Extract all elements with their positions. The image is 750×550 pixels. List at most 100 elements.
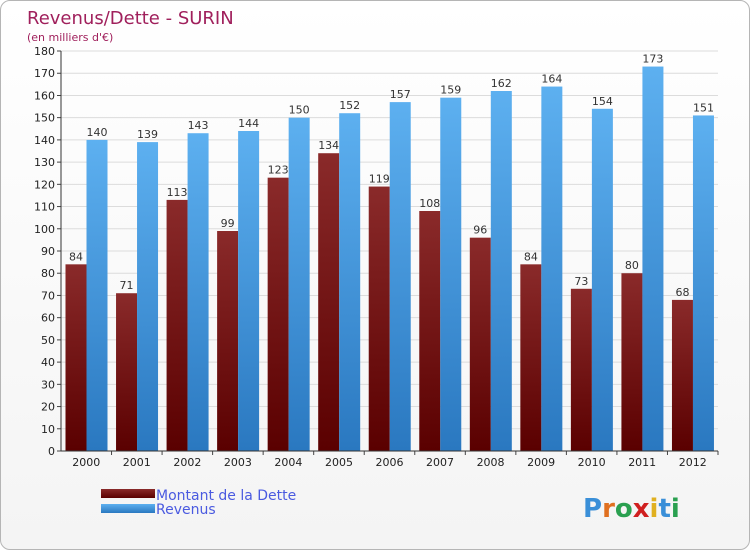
data-label: 113	[167, 186, 188, 199]
bar-dette	[116, 293, 138, 451]
bar-revenus	[288, 117, 310, 452]
chart-subtitle: (en milliers d'€)	[27, 31, 113, 44]
y-tick-label: 100	[34, 223, 55, 236]
data-label: 143	[188, 119, 209, 132]
bar-dette	[368, 186, 390, 452]
x-tick-label: 2004	[274, 456, 302, 469]
data-label: 173	[642, 53, 663, 66]
x-tick-label: 2011	[628, 456, 656, 469]
x-tick-label: 2000	[72, 456, 100, 469]
data-label: 123	[268, 164, 289, 177]
x-tick-label: 2012	[679, 456, 707, 469]
legend-label-revenus: Revenus	[156, 502, 216, 518]
legend-label-debt: Montant de la Dette	[156, 488, 296, 504]
data-label: 119	[369, 173, 390, 186]
data-label: 73	[574, 275, 588, 288]
logo-text: Proxiti	[583, 494, 680, 524]
x-tick-label: 2003	[224, 456, 252, 469]
data-label: 108	[419, 197, 440, 210]
data-label: 157	[390, 88, 411, 101]
y-tick-label: 90	[41, 245, 55, 258]
data-label: 139	[137, 128, 158, 141]
y-tick-label: 10	[41, 423, 55, 436]
bar-revenus	[187, 133, 209, 451]
bar-dette	[520, 264, 542, 451]
bar-revenus	[591, 108, 613, 452]
data-label: 80	[625, 259, 639, 272]
x-tick-label: 2002	[173, 456, 201, 469]
y-tick-label: 30	[41, 378, 55, 391]
data-label: 159	[440, 84, 461, 97]
x-tick-label: 2006	[376, 456, 404, 469]
y-tick-label: 170	[34, 67, 55, 80]
data-label: 96	[473, 224, 487, 237]
data-label: 71	[120, 279, 134, 292]
proxiti-logo: Proxiti	[583, 494, 680, 524]
y-tick-label: 0	[48, 445, 55, 458]
data-label: 140	[87, 126, 108, 139]
y-axis-ticks: 0 10 20 30 40 50 60 70 80 90 100 110 120 130 140 150 160…	[34, 45, 61, 458]
data-label: 84	[524, 250, 538, 263]
bar-dette	[318, 153, 340, 451]
y-tick-label: 70	[41, 289, 55, 302]
x-tick-label: 2001	[123, 456, 151, 469]
data-label: 134	[318, 139, 339, 152]
bar-dette	[65, 264, 87, 451]
data-label: 144	[238, 117, 259, 130]
data-label: 68	[675, 286, 689, 299]
bar-revenus	[339, 113, 361, 451]
y-tick-label: 20	[41, 401, 55, 414]
x-tick-label: 2008	[477, 456, 505, 469]
legend-swatch-revenus	[101, 504, 155, 513]
y-tick-label: 120	[34, 178, 55, 191]
y-tick-label: 180	[34, 45, 55, 58]
y-tick-label: 60	[41, 312, 55, 325]
bar-revenus	[86, 139, 108, 451]
y-tick-label: 130	[34, 156, 55, 169]
bar-dette	[570, 288, 592, 451]
bar-revenus	[541, 86, 563, 452]
y-tick-label: 140	[34, 134, 55, 147]
data-label: 162	[491, 77, 512, 90]
x-tick-label: 2010	[578, 456, 606, 469]
bar-revenus	[238, 131, 260, 451]
bar-revenus	[692, 115, 714, 451]
data-label: 150	[289, 104, 310, 117]
bar-revenus	[389, 102, 411, 451]
x-tick-label: 2005	[325, 456, 353, 469]
chart-title: Revenus/Dette - SURIN	[27, 8, 234, 29]
x-tick-label: 2007	[426, 456, 454, 469]
bar-revenus	[440, 97, 462, 452]
bar-dette	[671, 299, 693, 451]
bar-dette	[166, 199, 188, 451]
bar-dette	[621, 273, 643, 451]
data-label: 154	[592, 95, 613, 108]
y-tick-label: 150	[34, 112, 55, 125]
data-label: 84	[69, 250, 83, 263]
legend: Montant de la Dette Revenus	[101, 488, 296, 518]
data-label: 164	[541, 73, 562, 86]
bar-dette	[469, 237, 491, 451]
bar-dette	[217, 231, 239, 451]
bar-dette	[419, 211, 441, 451]
data-label: 99	[221, 217, 235, 230]
y-tick-label: 160	[34, 89, 55, 102]
y-tick-label: 50	[41, 334, 55, 347]
y-tick-label: 80	[41, 267, 55, 280]
y-tick-label: 40	[41, 356, 55, 369]
data-label: 151	[693, 101, 714, 114]
data-label: 152	[339, 99, 360, 112]
bars	[65, 66, 714, 452]
bar-dette	[267, 177, 289, 451]
x-axis-ticks: 2000 2001 2002 2003 2004 2005 2006 2007 2008 2009…	[72, 451, 719, 469]
legend-swatch-debt	[101, 489, 155, 498]
y-tick-label: 110	[34, 201, 55, 214]
x-tick-label: 2009	[527, 456, 555, 469]
bar-revenus	[490, 91, 512, 451]
data-labels: 84 140 71 139 113 143 99 144 123 150 134 152 119 157 1…	[69, 53, 714, 299]
bar-revenus	[642, 66, 664, 452]
bar-revenus	[137, 142, 159, 451]
axes	[60, 51, 718, 452]
